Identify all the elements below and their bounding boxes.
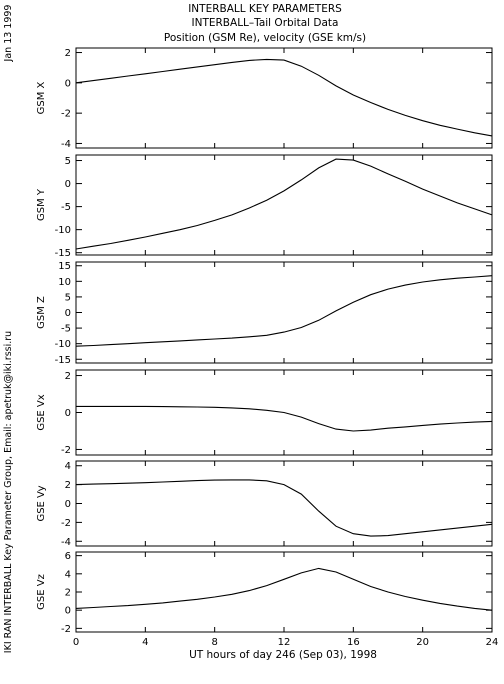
title-line-3: Position (GSM Re), velocity (GSE km/s) (164, 32, 366, 44)
panel-frame (75, 261, 493, 364)
y-tick-label: 0 (65, 408, 71, 419)
y-axis-label: GSE Vz (36, 574, 47, 610)
x-tick-label: 12 (278, 637, 291, 648)
y-tick-label: -4 (61, 537, 71, 548)
y-tick-label: 15 (58, 261, 71, 272)
y-tick-label: 5 (65, 156, 71, 167)
y-tick-label: 2 (65, 48, 71, 59)
y-tick-label: 2 (65, 588, 71, 599)
y-tick-label: -2 (61, 109, 71, 120)
x-tick-label: 8 (211, 637, 217, 648)
y-tick-label: 0 (65, 308, 71, 319)
date-stamp: Jan 13 1999 (3, 5, 14, 63)
panel-frame (75, 47, 493, 149)
y-tick-label: 0 (65, 179, 71, 190)
y-axis-label: GSM Y (36, 188, 47, 221)
panel: -15 -10 -5 0 5 GSM Y (36, 154, 493, 259)
panel: -15 -10 -5 0 5 10 15 GSM Z (36, 261, 493, 366)
series-line (75, 58, 493, 137)
y-tick-label: 0 (65, 499, 71, 510)
x-tick-label: 16 (347, 637, 360, 648)
y-tick-label: 5 (65, 292, 71, 303)
panel: -4 -2 0 2 4 GSE Vy (36, 460, 493, 548)
x-tick-label: 20 (416, 637, 429, 648)
y-axis-label: GSM Z (36, 296, 47, 329)
y-axis-label: GSE Vx (36, 394, 47, 430)
y-tick-label: -10 (55, 339, 71, 350)
y-tick-label: -5 (61, 202, 71, 213)
y-tick-label: 10 (58, 277, 71, 288)
series-line (75, 275, 493, 347)
y-axis-label: GSM X (36, 81, 47, 114)
y-axis-label: GSE Vy (36, 485, 47, 521)
title-line-1: INTERBALL KEY PARAMETERS (188, 3, 342, 15)
y-tick-label: 0 (65, 78, 71, 89)
y-tick-label: -10 (55, 225, 71, 236)
y-tick-label: -4 (61, 139, 71, 150)
panel-frame (75, 460, 493, 547)
y-tick-label: -15 (55, 355, 71, 366)
y-tick-label: 6 (65, 551, 71, 562)
panel-frame (75, 154, 493, 256)
panel: -2 0 2 GSE Vx (36, 369, 493, 456)
y-tick-label: -5 (61, 324, 71, 335)
y-tick-label: 2 (65, 371, 71, 382)
y-tick-label: -15 (55, 248, 71, 259)
title-line-2: INTERBALL–Tail Orbital Data (192, 17, 339, 29)
x-tick-label: 4 (142, 637, 148, 648)
credit-text: IKI RAN INTERBALL Key Parameter Group, E… (3, 331, 14, 653)
y-tick-label: -2 (61, 518, 71, 529)
x-tick-label: 0 (73, 637, 79, 648)
panel: -4 -2 0 2 GSM X (36, 47, 493, 150)
series-line (75, 567, 493, 611)
y-tick-label: 4 (65, 569, 71, 580)
y-tick-label: -2 (61, 624, 71, 635)
series-line (76, 405, 493, 432)
y-tick-label: 4 (65, 461, 71, 472)
title-block: INTERBALL KEY PARAMETERS INTERBALL–Tail … (164, 3, 366, 44)
y-tick-label: 0 (65, 606, 71, 617)
y-tick-label: 2 (65, 480, 71, 491)
x-tick-label: 24 (486, 637, 499, 648)
series-line (75, 479, 493, 537)
x-axis-label: UT hours of day 246 (Sep 03), 1998 (189, 649, 377, 661)
series-line (75, 158, 493, 250)
y-tick-label: -2 (61, 445, 71, 456)
panel-frame (75, 551, 493, 633)
